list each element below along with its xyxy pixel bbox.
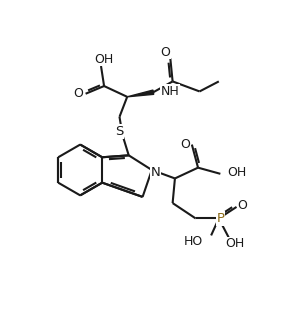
Text: NH: NH (160, 85, 179, 98)
Text: O: O (161, 46, 170, 59)
Text: O: O (74, 87, 84, 100)
Text: OH: OH (94, 52, 114, 66)
Text: HO: HO (184, 235, 203, 248)
Text: P: P (216, 212, 224, 225)
Polygon shape (127, 90, 154, 97)
Text: N: N (151, 166, 161, 179)
Text: OH: OH (227, 166, 247, 179)
Text: OH: OH (225, 237, 245, 250)
Text: O: O (180, 138, 190, 151)
Text: O: O (238, 199, 248, 212)
Text: S: S (115, 125, 124, 138)
